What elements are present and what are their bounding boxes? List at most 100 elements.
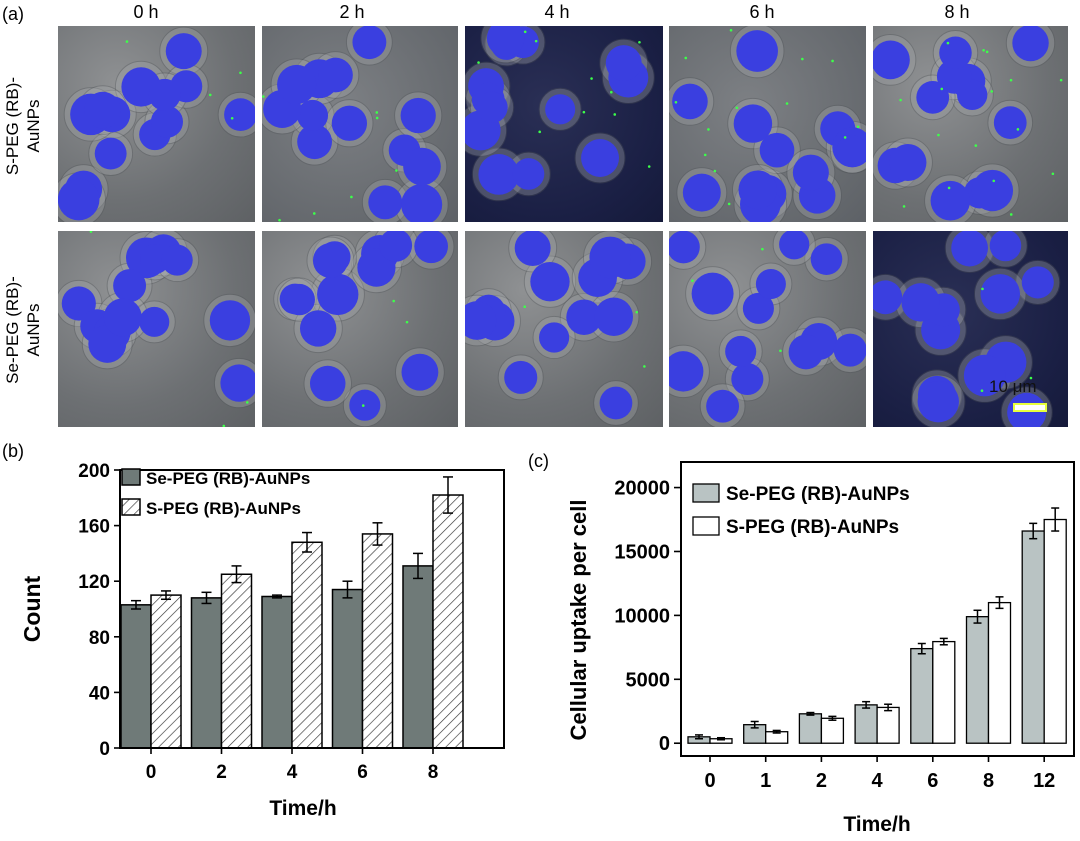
gold-nanoparticle-signal — [981, 287, 984, 291]
gold-nanoparticle-signal — [538, 130, 541, 134]
cell-nucleus — [209, 300, 251, 341]
gold-nanoparticle-signal — [375, 116, 379, 120]
cell-nucleus — [672, 83, 708, 120]
time-label-4h: 4 h — [544, 2, 570, 22]
x-tick-label: 12 — [1033, 770, 1055, 792]
gold-nanoparticle-signal — [729, 28, 733, 32]
y-tick-label: 10000 — [614, 605, 670, 627]
cell-nucleus — [379, 231, 413, 262]
bar-se-6 — [331, 588, 364, 749]
gold-nanoparticle-signal — [245, 401, 249, 404]
gold-nanoparticle-signal — [1059, 78, 1063, 82]
gold-nanoparticle-signal — [395, 169, 398, 172]
cell-nucleus — [465, 301, 497, 340]
gold-nanoparticle-signal — [534, 39, 538, 43]
cell-nucleus — [980, 274, 1021, 314]
gold-nanoparticle-signal — [405, 320, 409, 324]
cell-nucleus — [873, 40, 910, 80]
cell-nucleus — [514, 231, 551, 266]
cell-nucleus — [605, 45, 642, 82]
gold-nanoparticle-signal — [635, 310, 639, 314]
cell-nucleus — [352, 26, 387, 60]
gold-nanoparticle-signal — [785, 102, 789, 105]
micrograph-se-peg-4h — [465, 231, 663, 427]
gold-nanoparticle-signal — [902, 205, 906, 208]
chart-c-xlabel: Time/h — [843, 813, 910, 836]
gold-nanoparticle-signal — [779, 349, 782, 353]
cell-nucleus — [309, 365, 346, 402]
cell-nucleus — [939, 36, 972, 70]
gold-nanoparticle-signal — [947, 186, 951, 190]
row-label-se-peg: Se-PEG (RB)- AuNPs — [3, 276, 43, 384]
time-label-0h: 0 h — [133, 2, 159, 22]
cell-nucleus — [779, 231, 810, 260]
row-label-s-peg: S-PEG (RB)- AuNPs — [3, 76, 43, 176]
cell-nucleus — [401, 353, 439, 391]
cell-nucleus — [283, 283, 315, 316]
gold-nanoparticle-signal — [1009, 78, 1013, 82]
bar-se-12 — [1021, 530, 1045, 744]
gold-nanoparticle-signal — [674, 100, 678, 104]
chart-b-frame — [119, 469, 505, 749]
gold-nanoparticle-signal — [831, 59, 834, 63]
chart-b-ylabel: Count — [19, 575, 45, 642]
y-tick-label: 0 — [659, 733, 670, 755]
cell-nucleus — [566, 299, 602, 335]
cell-nucleus — [103, 298, 142, 337]
cell-nucleus — [873, 280, 903, 315]
cell-nucleus — [792, 154, 829, 191]
cell-nucleus — [299, 310, 337, 347]
cell-nucleus — [486, 26, 525, 57]
gold-nanoparticle-signal — [974, 144, 978, 147]
gold-nanoparticle-signal — [125, 40, 129, 43]
x-tick-label: 6 — [357, 762, 368, 783]
cell-nucleus — [139, 306, 170, 337]
cell-nucleus — [545, 94, 576, 125]
y-tick-label: 40 — [89, 683, 110, 704]
cell-nucleus — [736, 30, 779, 72]
cell-nucleus — [669, 351, 704, 392]
gold-nanoparticle-signal — [262, 95, 265, 98]
gold-nanoparticle-signal — [735, 106, 739, 110]
cell-nucleus — [150, 105, 184, 138]
cell-nucleus — [277, 64, 317, 105]
gold-nanoparticle-signal — [899, 98, 902, 102]
micrograph-se-peg-6h — [669, 231, 866, 427]
cell-nucleus — [400, 97, 436, 134]
cell-nucleus — [788, 334, 824, 370]
x-tick-label: 4 — [872, 770, 884, 792]
cell-nucleus — [1021, 266, 1054, 299]
micrograph-se-peg-2h — [262, 231, 458, 427]
panel-b-label: (b) — [2, 441, 24, 461]
bar-s-2 — [220, 573, 253, 749]
micrograph-s-peg-2h — [262, 26, 458, 222]
micrograph-s-peg-8h — [873, 26, 1068, 222]
gold-nanoparticle-signal — [230, 116, 234, 120]
gold-nanoparticle-signal — [691, 279, 694, 282]
y-tick-label: 160 — [78, 517, 110, 538]
gold-nanoparticle-signal — [647, 165, 651, 168]
bar-s-6 — [932, 640, 956, 744]
cell-nucleus — [731, 362, 764, 396]
cell-nucleus — [296, 99, 329, 132]
cell-nucleus — [755, 269, 786, 300]
scale-bar-label: 10 μm — [989, 377, 1037, 396]
chart-c-frame — [680, 461, 1075, 757]
x-tick-label: 0 — [146, 762, 157, 783]
bar-se-2 — [190, 597, 223, 749]
gold-nanoparticle-signal — [713, 169, 717, 173]
gold-nanoparticle-signal — [843, 136, 847, 139]
cell-nucleus — [224, 98, 255, 132]
cell-nucleus — [594, 297, 633, 336]
micrograph-s-peg-6h — [669, 26, 866, 222]
cell-nucleus — [738, 170, 778, 210]
legend-c-swatch-se — [692, 483, 720, 503]
gold-nanoparticle-signal — [477, 61, 480, 64]
y-tick-label: 200 — [78, 461, 110, 482]
cell-nucleus — [220, 364, 255, 402]
gold-nanoparticle-signal — [278, 218, 281, 222]
bar-s-8 — [987, 601, 1012, 744]
gold-nanoparticle-signal — [992, 179, 996, 183]
y-tick-label: 5000 — [626, 669, 671, 691]
cell-nucleus — [581, 139, 619, 177]
